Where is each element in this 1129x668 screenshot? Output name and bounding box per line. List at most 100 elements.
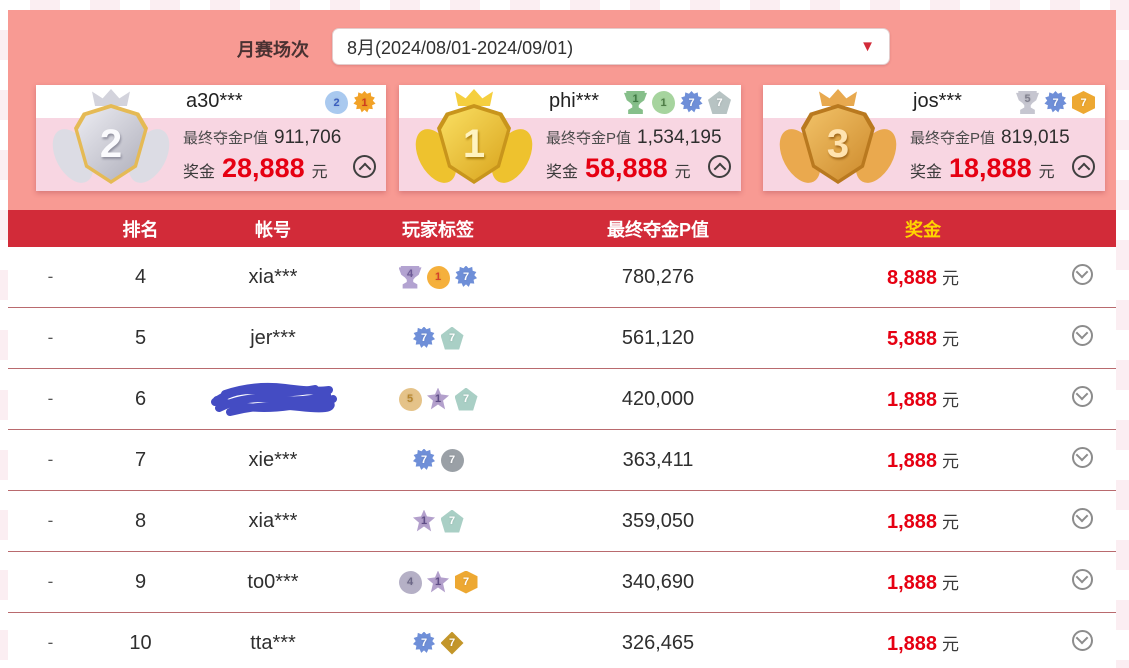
table-header: 排名 帐号 玩家标签 最终夺金P值 奖金 [8,210,1116,247]
gear-badge-icon: 7 [412,448,436,470]
hex-badge-icon: 7 [454,570,478,594]
pent-badge-icon: 7 [440,509,464,533]
row-pvalue: 561,120 [621,326,695,349]
row-account: to0*** [247,570,299,593]
gold-medal-icon: 1 [407,89,541,190]
collapse-card-button[interactable] [353,155,376,183]
row-pvalue: 359,050 [621,509,695,532]
row-rank: 8 [134,509,147,532]
dropdown-arrow-icon: ▼ [860,38,875,55]
podium-account: phi*** [549,90,600,112]
podium-prize: 奖金 18,888 元 [910,153,1055,183]
gear-badge-icon: 7 [412,631,436,653]
row-rank: 10 [129,631,152,654]
row-rank: 6 [134,387,147,410]
star-badge-icon: 1 [426,570,450,593]
row-dash: - [47,328,54,347]
hex-badge-icon: 7 [1072,91,1095,114]
row-rank: 4 [134,265,147,288]
podium-account: jos*** [913,90,962,112]
blob-badge-icon: 4 [398,570,422,594]
row-account: jer*** [250,326,296,349]
trophy-badge-icon: 5 [1016,91,1039,114]
chevron-down-icon [1071,629,1093,651]
row-pvalue: 326,465 [621,631,695,654]
row-pvalue: 420,000 [621,387,695,410]
row-rank: 7 [134,448,147,471]
chevron-down-icon [1071,324,1093,346]
chevron-up-icon [708,155,731,178]
row-rank: 5 [134,326,147,349]
row-account: xia*** [248,509,298,532]
chevron-down-icon [1071,568,1093,590]
row-account: xia*** [248,265,298,288]
star-badge-icon: 1 [412,509,436,532]
row-account: tta*** [250,631,296,654]
gear-badge-icon: 7 [412,326,436,348]
gear-badge-icon: 7 [454,265,478,287]
expand-row-button[interactable] [1048,507,1116,535]
pent-badge-icon: 7 [454,387,478,411]
chevron-down-icon [1071,507,1093,529]
row-pvalue: 780,276 [621,265,695,288]
month-select-dropdown[interactable]: 8月(2024/08/01-2024/09/01) ▼ [332,28,890,65]
podium-prize: 奖金 28,888 元 [183,153,328,183]
gear-badge-icon: 1 [353,91,376,113]
podium-pvalue: 最终夺金P值 911,706 [183,127,342,148]
expand-row-button[interactable] [1048,446,1116,474]
month-filter-label: 月赛场次 [237,40,309,60]
pent-badge-icon: 7 [708,91,731,114]
row-dash: - [47,633,54,652]
collapse-card-button[interactable] [1072,155,1095,183]
row-dash: - [47,572,54,591]
blob-badge-icon: 1 [426,265,450,289]
silver-medal-icon: 2 [44,89,178,190]
bronze-medal-icon: 3 [771,89,905,190]
header-prize: 奖金 [905,219,941,240]
podium-account: a30*** [186,90,243,112]
row-prize: 1,888 元 [886,511,960,533]
top-section: 月赛场次 8月(2024/08/01-2024/09/01) ▼ 2 a30**… [8,10,1116,210]
row-dash: - [47,389,54,408]
chevron-up-icon [1072,155,1095,178]
expand-row-button[interactable] [1048,263,1116,291]
blob-badge-icon: 1 [652,91,675,114]
pent-badge-icon: 7 [440,326,464,350]
expand-row-button[interactable] [1048,324,1116,352]
header-rank: 排名 [122,219,159,240]
podium-pvalue: 最终夺金P值 819,015 [910,127,1070,148]
expand-row-button[interactable] [1048,568,1116,596]
expand-row-button[interactable] [1048,385,1116,413]
podium-prize: 奖金 58,888 元 [546,153,691,183]
header-player-tags: 玩家标签 [402,219,474,240]
diamond-badge-icon: 7 [440,631,464,655]
row-rank: 9 [134,570,147,593]
collapse-card-button[interactable] [708,155,731,183]
redacted-account-scribble [211,382,337,416]
row-prize: 1,888 元 [886,572,960,594]
row-prize: 1,888 元 [886,450,960,472]
blob-badge-icon: 2 [325,91,348,114]
header-account: 帐号 [255,219,291,240]
row-account: xie*** [248,448,298,471]
gear-badge-icon: 7 [680,91,703,113]
expand-row-button[interactable] [1048,629,1116,657]
row-prize: 1,888 元 [886,633,960,655]
